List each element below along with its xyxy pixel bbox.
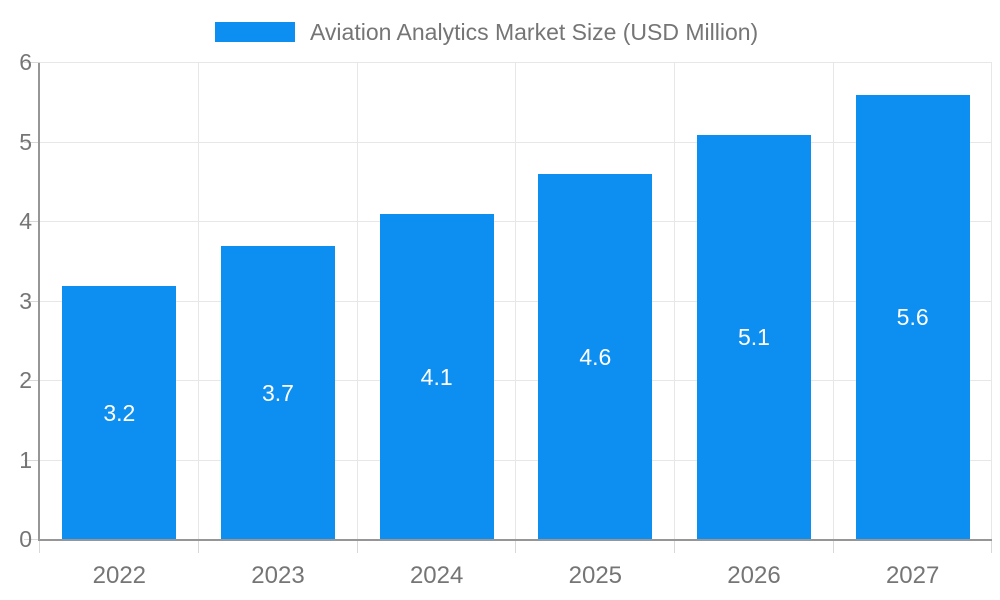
y-axis-tick — [24, 459, 40, 461]
x-gridline — [197, 63, 199, 540]
x-axis-label: 2027 — [885, 562, 940, 589]
bar-2022[interactable] — [62, 285, 177, 540]
x-gridline — [991, 63, 993, 540]
x-gridline — [673, 63, 675, 540]
y-axis-tick — [24, 539, 40, 541]
x-axis-label: 2022 — [92, 562, 147, 589]
y-axis-tick — [24, 221, 40, 223]
y-axis-label: 3 — [19, 287, 32, 314]
y-axis-label: 4 — [19, 208, 32, 234]
x-gridline — [356, 63, 358, 540]
x-gridline — [832, 63, 834, 540]
legend-swatch-icon — [215, 22, 295, 42]
x-axis-tick — [39, 540, 41, 553]
bar-2027[interactable] — [855, 94, 970, 540]
x-axis-tick — [356, 540, 358, 553]
y-gridline — [40, 62, 992, 64]
bar-2026[interactable] — [697, 134, 811, 540]
x-axis-line — [38, 538, 992, 541]
x-axis-tick — [515, 540, 517, 553]
x-axis-tick — [197, 540, 199, 553]
x-axis-label: 2026 — [727, 562, 781, 589]
y-axis-tick — [24, 62, 40, 64]
y-axis-tick — [24, 300, 40, 302]
x-axis-label: 2023 — [251, 562, 305, 589]
x-axis-tick — [832, 540, 834, 553]
legend-item[interactable]: Aviation Analytics Market Size (USD Mill… — [215, 18, 759, 45]
y-axis-label: 0 — [19, 526, 32, 552]
y-axis-label: 6 — [19, 49, 32, 75]
bar-2024[interactable] — [379, 214, 494, 540]
legend-label: Aviation Analytics Market Size (USD Mill… — [310, 18, 759, 45]
x-axis-label: 2024 — [409, 562, 464, 589]
y-axis-label: 2 — [19, 367, 32, 393]
y-axis-tick — [24, 380, 40, 382]
y-axis-label: 1 — [19, 446, 32, 473]
y-axis-tick — [24, 141, 40, 143]
x-axis-tick — [991, 540, 993, 553]
bar-2025[interactable] — [538, 174, 653, 540]
bar-2023[interactable] — [221, 245, 335, 540]
y-axis-label: 5 — [19, 128, 32, 155]
x-axis-tick — [673, 540, 675, 553]
y-axis-line — [38, 63, 40, 540]
x-gridline — [515, 63, 517, 540]
plot-area: 0 1 2 3 4 5 6 3.2 2022 3.7 2023 4.1 2024 4.6 2025 5.1 20… — [19, 49, 993, 589]
x-axis-label: 2025 — [568, 562, 623, 589]
